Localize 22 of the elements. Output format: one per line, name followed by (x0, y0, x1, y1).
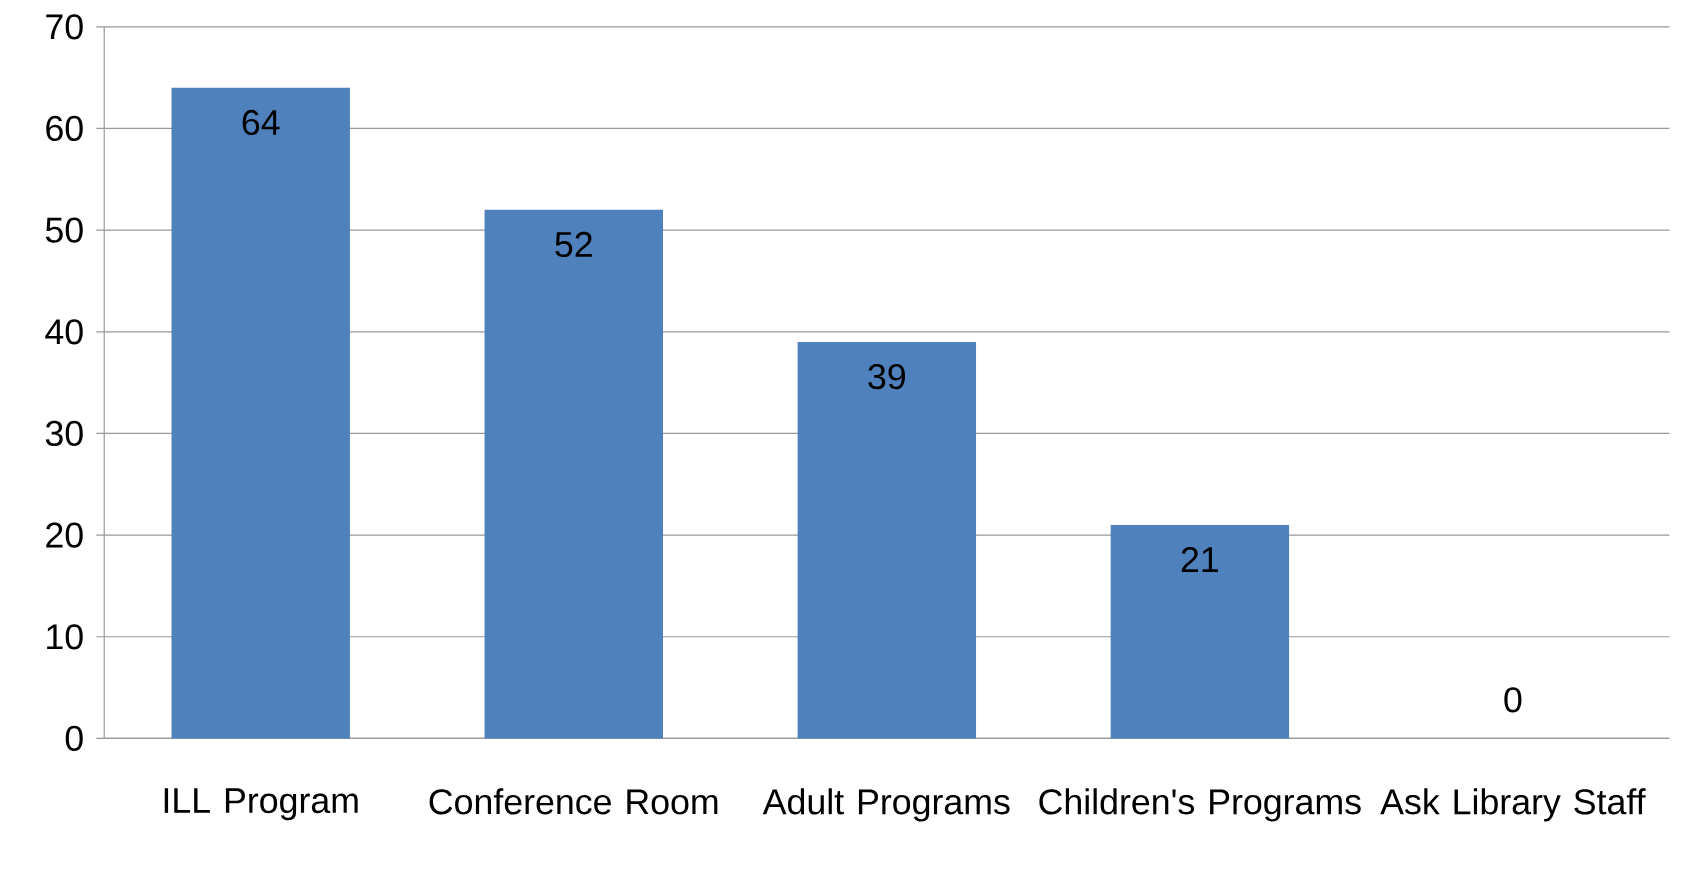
bar (484, 209, 663, 739)
y-tick-label: 30 (45, 420, 83, 446)
data-label: 39 (868, 363, 905, 390)
bar (1110, 524, 1290, 739)
x-tick-label: Adult Programs (762, 788, 1010, 822)
x-tick-label: Children's Programs (1039, 788, 1361, 822)
y-tick-label: 10 (47, 624, 83, 650)
x-tick-label: Ask Library Staff (1380, 788, 1646, 822)
y-tick-label: 40 (45, 319, 83, 345)
y-tick-label: 50 (45, 217, 83, 243)
y-tick-label: 0 (65, 725, 83, 751)
data-label: 21 (1181, 546, 1218, 572)
bar (797, 341, 977, 739)
y-tick-label: 20 (46, 522, 83, 548)
x-tick-label: Conference Room (429, 788, 718, 815)
data-label: 64 (242, 109, 280, 136)
x-tick-label: ILL Program (164, 788, 358, 821)
bar (171, 87, 350, 739)
data-label: 0 (1504, 687, 1522, 713)
y-tick-label: 70 (46, 14, 83, 40)
data-label: 52 (555, 231, 592, 257)
y-tick-label: 60 (46, 115, 83, 141)
